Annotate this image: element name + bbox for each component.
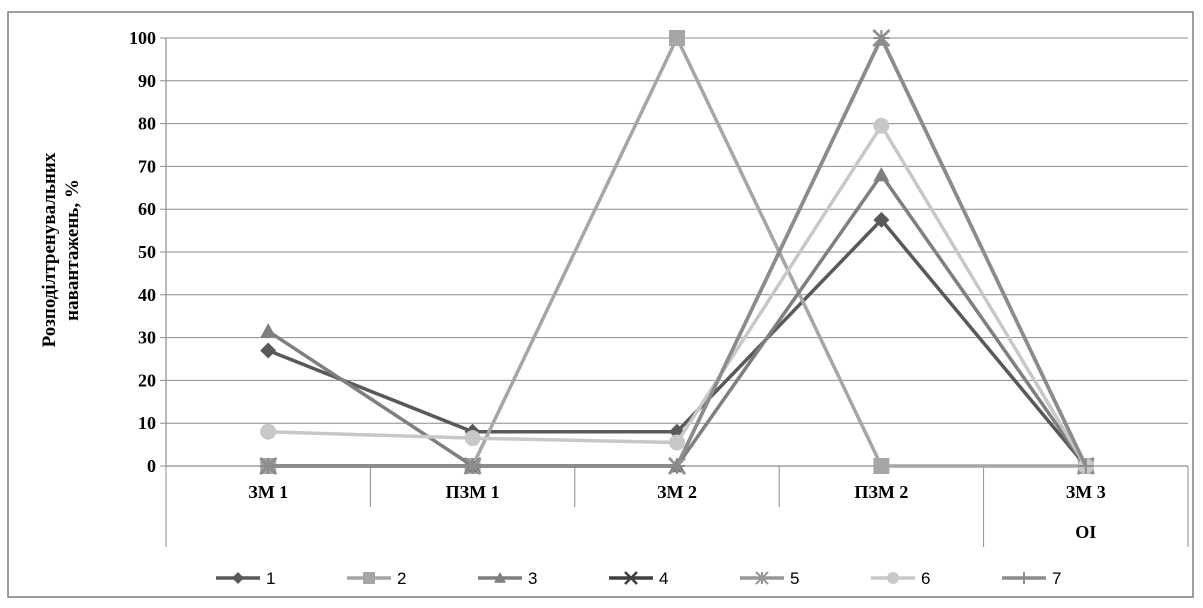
y-tick-label: 30 <box>138 328 156 348</box>
y-tick-label: 60 <box>138 199 156 219</box>
legend-label: 3 <box>528 569 537 588</box>
series-layer <box>259 29 1095 475</box>
y-axis-label-line2: навантажень, % <box>62 179 83 321</box>
data-point-marker <box>624 571 638 585</box>
y-tick-label: 90 <box>138 71 156 91</box>
y-tick-label: 70 <box>138 156 156 176</box>
y-axis-label-line1: Розподілтренувальних <box>39 152 60 347</box>
data-point-marker <box>260 423 277 440</box>
chart-border <box>7 11 1194 598</box>
data-point-marker <box>363 572 375 584</box>
legend-label: 4 <box>659 569 668 588</box>
legend-item-3: 3 <box>478 569 537 588</box>
data-point-marker <box>873 30 890 46</box>
data-point-marker <box>669 434 685 451</box>
x-tick-label: ЗМ 3 <box>1066 482 1106 502</box>
data-point-marker <box>232 572 244 584</box>
data-point-marker <box>464 458 481 474</box>
data-point-marker <box>464 430 481 447</box>
data-point-marker <box>873 166 890 182</box>
legend-item-4: 4 <box>609 569 668 588</box>
legend-item-5: 5 <box>740 569 799 588</box>
legend-label: 5 <box>790 569 799 588</box>
data-point-marker <box>260 458 277 474</box>
legend-item-7: 7 <box>1002 569 1061 588</box>
data-point-marker <box>1018 572 1030 584</box>
data-point-marker <box>1077 458 1094 474</box>
x-secondary-category-label: ОІ <box>1075 522 1096 542</box>
legend-label: 2 <box>397 569 406 588</box>
data-point-marker <box>669 30 685 46</box>
y-tick-label: 20 <box>138 370 156 390</box>
y-tick-label: 50 <box>138 242 156 262</box>
y-tick-label: 80 <box>138 114 156 134</box>
data-point-marker <box>260 342 277 359</box>
y-tick-label: 100 <box>129 28 156 48</box>
legend-item-1: 1 <box>216 569 275 588</box>
data-point-marker <box>755 571 769 585</box>
legend-label: 7 <box>1052 569 1061 588</box>
axis-labels: Розподілтренувальних навантажень, % <box>39 152 83 347</box>
legend-label: 1 <box>266 569 275 588</box>
y-tick-label: 0 <box>147 456 156 476</box>
legend: 1 2 3 4 5 6 7 <box>216 569 1061 588</box>
x-tick-label: ПЗМ 1 <box>446 482 500 502</box>
gridlines <box>166 37 1188 467</box>
x-tick-label: ЗМ 2 <box>657 482 697 502</box>
legend-item-6: 6 <box>871 569 930 588</box>
legend-label: 6 <box>921 569 930 588</box>
x-tick-label: ПЗМ 2 <box>854 482 908 502</box>
y-tick-label: 40 <box>138 285 156 305</box>
data-point-marker <box>669 458 685 474</box>
data-point-marker <box>260 323 277 338</box>
x-tick-label: ЗМ 1 <box>248 482 288 502</box>
data-point-marker <box>494 572 506 583</box>
data-point-marker <box>873 458 890 474</box>
legend-item-2: 2 <box>347 569 406 588</box>
series-6 <box>260 117 1094 474</box>
data-point-marker <box>873 211 890 228</box>
data-point-marker <box>873 117 890 134</box>
data-point-marker <box>887 572 899 584</box>
series-7 <box>260 30 1094 474</box>
y-tick-label: 10 <box>138 413 156 433</box>
